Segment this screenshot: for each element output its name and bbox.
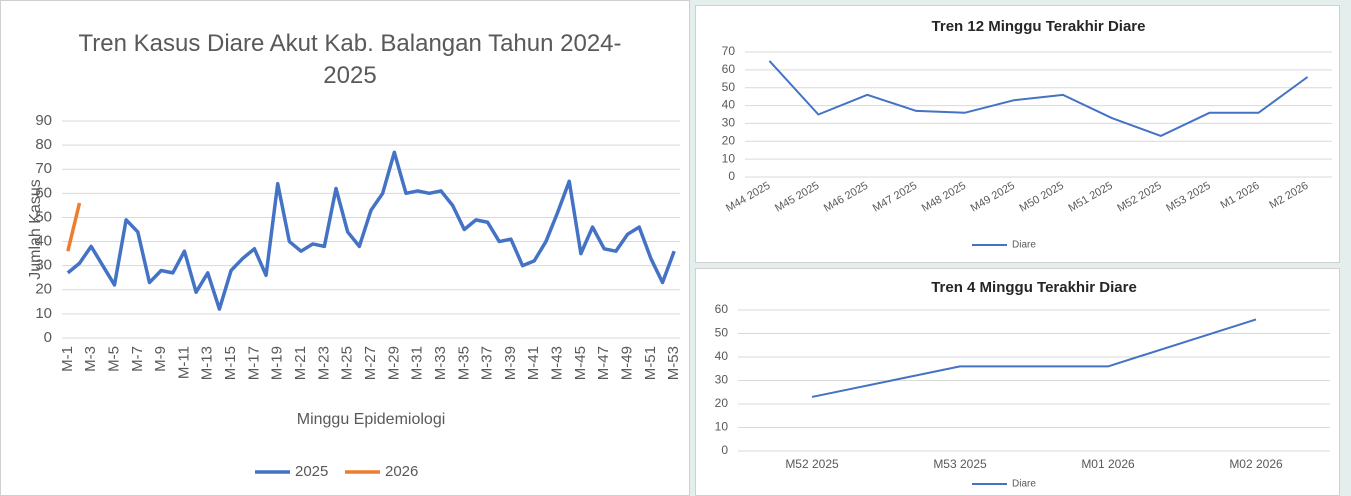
y-tick-label: 30	[722, 116, 736, 130]
y-tick-label: 40	[715, 349, 729, 363]
y-tick-label: 30	[715, 373, 729, 387]
x-tick-label: M1 2026	[1219, 180, 1262, 212]
y-tick-label: 70	[722, 44, 736, 58]
y-tick-label: 20	[35, 281, 52, 298]
x-tick-label: M-1	[59, 346, 76, 372]
x-tick-label: M-15	[222, 346, 239, 380]
x-tick-label: M50 2025	[1018, 180, 1066, 215]
x-tick-label: M47 2025	[871, 180, 919, 215]
legend-label: 2025	[295, 463, 328, 480]
x-tick-label: M-27	[362, 346, 379, 380]
legend-label: Diare	[1012, 479, 1036, 490]
x-tick-label: M-5	[105, 346, 122, 372]
x-tick-label: M-35	[455, 346, 472, 380]
y-tick-label: 10	[35, 305, 52, 322]
x-tick-label: M-13	[199, 346, 216, 380]
x-tick-label: M01 2026	[1081, 457, 1135, 471]
x-tick-label: M-7	[129, 346, 146, 372]
line	[66, 202, 82, 252]
y-tick-label: 10	[715, 420, 729, 434]
x-tick-label: M-25	[339, 346, 356, 380]
x-tick-label: M-41	[525, 346, 542, 380]
x-tick-label: M52 2025	[1115, 180, 1163, 215]
panel	[695, 5, 1340, 263]
x-axis-label: Minggu Epidemiologi	[297, 411, 446, 428]
x-tick-label: M46 2025	[822, 180, 870, 215]
chart-title: Tren Kasus Diare Akut Kab. Balangan Tahu…	[78, 30, 622, 89]
y-tick-label: 0	[721, 443, 728, 457]
chart: Tren 4 Minggu Terakhir Diare 0 10 20 30 40 50 6…	[715, 279, 1330, 490]
x-tick-label: M-45	[572, 346, 589, 380]
x-tick-label: M-43	[549, 346, 566, 380]
y-tick-label: 80	[35, 136, 52, 153]
y-tick-label: 50	[715, 326, 729, 340]
x-tick-label: M-53	[665, 346, 682, 380]
x-tick-label: M-49	[618, 346, 635, 380]
y-tick-label: 30	[35, 257, 52, 274]
panel	[0, 0, 690, 496]
line	[66, 150, 676, 311]
x-tick-label: M45 2025	[773, 180, 821, 215]
y-tick-label: 60	[722, 62, 736, 76]
line	[768, 60, 1309, 137]
x-tick-label: M-47	[595, 346, 612, 380]
x-tick-label: M-21	[292, 346, 309, 380]
y-tick-label: 50	[35, 208, 52, 225]
x-tick-label: M-23	[315, 346, 332, 380]
y-tick-label: 90	[35, 112, 52, 129]
x-tick-label: M-37	[479, 346, 496, 380]
x-tick-label: M-31	[409, 346, 426, 380]
y-tick-label: 10	[722, 151, 736, 165]
x-tick-label: M48 2025	[920, 180, 968, 215]
y-tick-label: 0	[728, 169, 735, 183]
x-tick-label: M44 2025	[724, 180, 772, 215]
x-tick-label: M-39	[502, 346, 519, 380]
y-tick-label: 50	[722, 80, 736, 94]
x-tick-label: M2 2026	[1267, 180, 1310, 212]
x-tick-label: M-29	[385, 346, 402, 380]
y-tick-label: 70	[35, 160, 52, 177]
chart-title: Tren 4 Minggu Terakhir Diare	[931, 279, 1137, 296]
chart: Tren 12 Minggu Terakhir Diare 0 10 20 30 40 50…	[722, 18, 1332, 251]
legend-label: Diare	[1012, 240, 1036, 251]
y-tick-label: 60	[35, 184, 52, 201]
x-tick-label: M-19	[269, 346, 286, 380]
x-tick-label: M52 2025	[785, 457, 839, 471]
y-tick-label: 40	[35, 233, 52, 250]
x-tick-label: M-3	[82, 346, 99, 372]
x-tick-label: M49 2025	[969, 180, 1017, 215]
x-tick-label: M-33	[432, 346, 449, 380]
x-tick-label: M02 2026	[1229, 457, 1283, 471]
x-tick-label: M-9	[152, 346, 169, 372]
y-tick-label: 20	[722, 133, 736, 147]
x-tick-label: M-11	[175, 346, 192, 379]
y-tick-label: 20	[715, 396, 729, 410]
chart: 0 10 20 30 40 50 60 70 80 90 M-1 M-3 M-5 M-7 M-9 M-11 M-…	[27, 112, 682, 480]
x-tick-label: M53 2025	[933, 457, 987, 471]
y-tick-label: 60	[715, 302, 729, 316]
x-tick-label: M53 2025	[1164, 180, 1212, 215]
y-tick-label: 40	[722, 98, 736, 112]
legend-label: 2026	[385, 463, 418, 480]
y-tick-label: 0	[44, 329, 52, 346]
chart-title: Tren 12 Minggu Terakhir Diare	[932, 18, 1146, 35]
x-tick-label: M-51	[642, 346, 659, 380]
line	[811, 318, 1257, 398]
y-axis-label: Jumlah Kasus	[27, 179, 44, 280]
x-tick-label: M51 2025	[1066, 180, 1114, 215]
x-tick-label: M-17	[245, 346, 262, 380]
